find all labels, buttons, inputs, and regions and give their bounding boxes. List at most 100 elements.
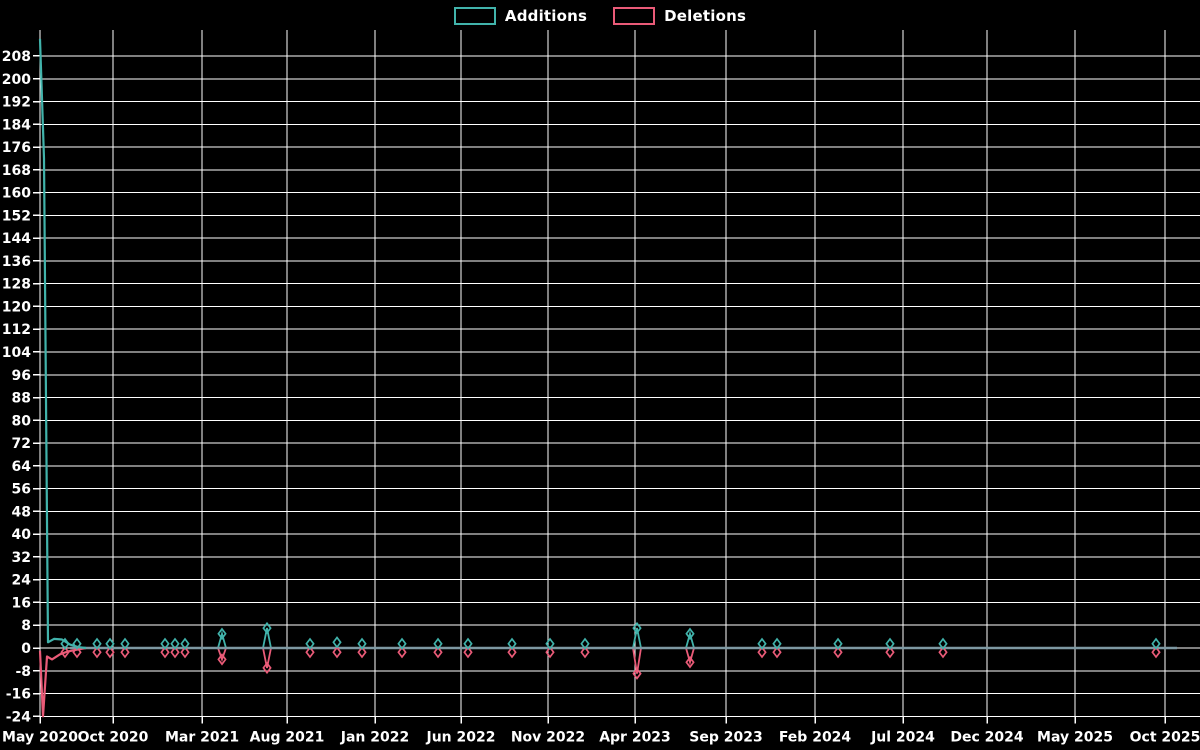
y-tick-label: 160 xyxy=(2,186,31,202)
deletions-marker xyxy=(180,645,190,659)
y-tick-label: 200 xyxy=(2,72,31,88)
x-tick-label: Apr 2023 xyxy=(599,729,671,745)
deletions-marker xyxy=(632,667,642,680)
y-tick-label: 208 xyxy=(2,49,31,65)
additions-marker xyxy=(433,637,443,651)
additions-swatch-icon xyxy=(453,7,496,25)
additions-marker xyxy=(357,637,367,651)
deletions-marker xyxy=(105,645,115,659)
y-tick-label: -16 xyxy=(6,687,31,703)
y-tick-label: 128 xyxy=(2,277,31,293)
x-tick-label: Dec 2024 xyxy=(950,729,1024,745)
additions-marker xyxy=(545,637,555,651)
deletions-marker xyxy=(938,645,948,659)
additions-marker xyxy=(60,637,70,651)
deletions-spike xyxy=(632,647,642,674)
deletions-marker xyxy=(332,645,342,659)
deletions-marker xyxy=(885,645,895,659)
x-tick-label: Oct 2020 xyxy=(78,729,149,745)
deletions-spike xyxy=(217,647,227,663)
deletions-marker xyxy=(170,645,180,659)
deletions-marker xyxy=(757,645,767,659)
deletions-marker xyxy=(833,645,843,659)
deletions-marker xyxy=(545,645,555,659)
additions-marker xyxy=(105,637,115,651)
y-tick-label: 112 xyxy=(2,322,31,338)
deletions-legend-label: Deletions xyxy=(664,7,747,25)
y-tick-label: 56 xyxy=(12,482,31,498)
additions-marker xyxy=(1151,637,1161,651)
y-tick-label: 32 xyxy=(12,550,31,566)
deletions-marker xyxy=(262,661,272,675)
additions-marker xyxy=(938,637,948,651)
additions-marker xyxy=(885,637,895,651)
x-tick-label: Sep 2023 xyxy=(689,729,762,745)
y-tick-label: 80 xyxy=(12,413,32,429)
additions-marker xyxy=(757,637,767,651)
deletions-marker xyxy=(772,645,782,659)
y-tick-label: 104 xyxy=(2,345,31,361)
y-tick-label: 144 xyxy=(2,231,31,247)
x-tick-label: Oct 2025 xyxy=(1130,729,1200,745)
x-tick-label: Aug 2021 xyxy=(250,729,325,745)
x-tick-label: Nov 2022 xyxy=(511,729,585,745)
deletions-spike xyxy=(262,647,272,669)
deletions-marker xyxy=(463,645,473,659)
additions-marker xyxy=(160,637,170,651)
y-tick-label: 24 xyxy=(12,573,32,589)
additions-marker xyxy=(170,637,180,651)
x-tick-label: Jul 2024 xyxy=(870,729,935,745)
additions-marker xyxy=(180,637,190,651)
additions-marker xyxy=(507,637,517,651)
y-tick-label: 88 xyxy=(12,391,31,407)
chart-legend: Additions Deletions xyxy=(0,7,1200,25)
additions-marker xyxy=(305,637,315,651)
x-tick-label: Mar 2021 xyxy=(165,729,239,745)
x-tick-label: May 2025 xyxy=(1037,729,1113,745)
additions-marker xyxy=(262,621,272,635)
deletions-marker xyxy=(305,645,315,659)
x-tick-label: Jun 2022 xyxy=(426,729,496,745)
additions-spike xyxy=(262,627,272,649)
y-tick-label: 120 xyxy=(2,299,31,315)
additions-marker xyxy=(685,627,695,640)
additions-spike xyxy=(685,630,695,649)
additions-marker xyxy=(397,637,407,651)
y-tick-label: -24 xyxy=(6,709,32,725)
y-tick-label: 48 xyxy=(12,504,31,520)
y-tick-label: 192 xyxy=(2,95,31,111)
y-tick-label: 152 xyxy=(2,208,31,224)
additions-marker xyxy=(632,621,642,635)
additions-marker xyxy=(833,637,843,651)
additions-legend-label: Additions xyxy=(504,7,588,25)
deletions-marker xyxy=(92,645,102,659)
deletions-marker xyxy=(60,645,70,659)
x-tick-label: Feb 2024 xyxy=(779,729,852,745)
deletions-swatch-icon xyxy=(613,7,656,25)
deletions-marker xyxy=(433,645,443,659)
y-tick-label: 64 xyxy=(12,459,32,475)
deletions-marker xyxy=(580,645,590,659)
deletions-marker xyxy=(160,645,170,659)
additions-marker xyxy=(463,637,473,651)
deletions-marker xyxy=(507,645,517,659)
deletions-spike xyxy=(685,647,695,666)
deletions-marker xyxy=(685,656,695,669)
y-tick-label: -8 xyxy=(15,664,31,680)
additions-spike xyxy=(632,627,642,649)
legend-item-deletions[interactable]: Deletions xyxy=(613,7,746,25)
y-tick-label: 16 xyxy=(12,595,31,611)
additions-marker xyxy=(580,637,590,651)
deletions-marker xyxy=(1151,645,1161,659)
deletions-marker xyxy=(120,645,130,659)
deletions-marker xyxy=(357,645,367,659)
x-tick-label: May 2020 xyxy=(2,729,78,745)
additions-marker xyxy=(332,636,342,649)
y-tick-label: 184 xyxy=(2,117,31,133)
deletions-marker xyxy=(397,645,407,659)
legend-item-additions[interactable]: Additions xyxy=(453,7,588,25)
y-tick-label: 96 xyxy=(12,368,31,384)
additions-marker xyxy=(92,637,102,651)
additions-marker xyxy=(772,637,782,651)
